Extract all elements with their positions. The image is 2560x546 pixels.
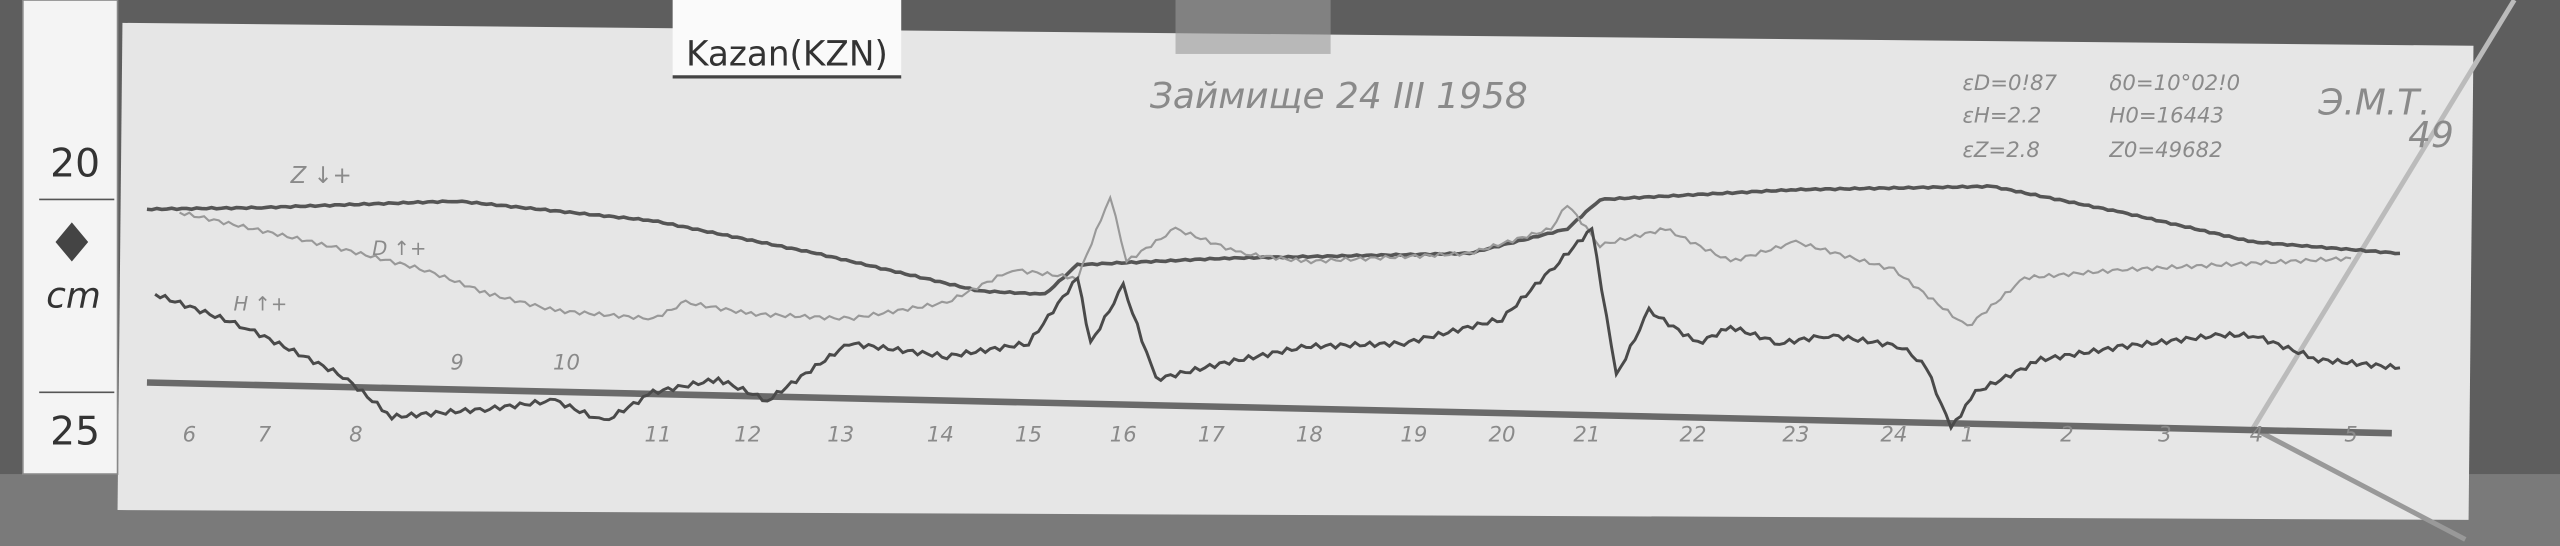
- record-title: Займище 24 III 1958: [1150, 76, 1528, 117]
- time-baseline: [146, 379, 2392, 437]
- hour-tick-label: 10: [553, 350, 580, 375]
- glass-edge: [2250, 0, 2517, 430]
- hour-tick-label: 5: [2344, 422, 2358, 447]
- hour-tick-label: 22: [1680, 422, 1707, 447]
- hour-tick-label: 18: [1296, 422, 1323, 447]
- station-label-card: [672, 0, 902, 77]
- tape: [1175, 0, 1331, 54]
- hour-tick-label: 3: [2158, 422, 2172, 447]
- scale-h: εH=2.2: [1962, 104, 2041, 129]
- base-h: H0=16443: [2109, 104, 2224, 129]
- trace-z: [146, 184, 2401, 296]
- observer-mark: Э.М.Т.: [2317, 82, 2430, 123]
- hour-tick-label: 23: [1782, 422, 1809, 447]
- scale-values: εD=0!87 εH=2.2 εZ=2.8 δ0=10°02!0 H0=1644…: [1962, 71, 2240, 163]
- trace-label-z: Z ↓+: [290, 163, 352, 189]
- hour-tick-label: 15: [1015, 422, 1042, 447]
- glass-edge-lower: [2251, 426, 2467, 542]
- ruler-logo-icon: [55, 222, 89, 262]
- hour-tick-label: 11: [644, 422, 671, 447]
- station-label: Kazan(KZN): [686, 34, 888, 74]
- hour-tick-label: 24: [1880, 422, 1907, 447]
- hour-tick-label: 1: [1961, 422, 1975, 447]
- scale-z: εZ=2.8: [1962, 138, 2039, 163]
- hour-tick-label: 7: [258, 422, 272, 447]
- hour-tick-label: 20: [1489, 422, 1516, 447]
- base-d: δ0=10°02!0: [2109, 71, 2240, 96]
- hour-tick-label: 9: [450, 350, 464, 375]
- hour-tick-label: 16: [1110, 422, 1137, 447]
- trace-d: [179, 194, 2352, 327]
- hour-tick-label: 8: [349, 422, 363, 447]
- hour-tick-label: 17: [1198, 422, 1225, 447]
- trace-label-d: D ↑+: [372, 237, 426, 260]
- hour-tick-label: 14: [927, 422, 954, 447]
- ruler-top: 20: [50, 142, 100, 187]
- hour-tick-label: 13: [827, 422, 854, 447]
- hour-tick-label: 21: [1573, 422, 1600, 447]
- base-z: Z0=49682: [2108, 138, 2222, 163]
- ruler-bottom: 25: [50, 410, 100, 455]
- trace-h: [154, 226, 2401, 432]
- hour-tick-label: 2: [2060, 422, 2074, 447]
- hour-tick-label: 6: [183, 422, 197, 447]
- sheet-number: 49: [2408, 115, 2454, 156]
- hour-tick-label: 19: [1400, 422, 1427, 447]
- hour-tick-label: 12: [734, 422, 761, 447]
- scale-d: εD=0!87: [1962, 71, 2057, 96]
- ruler-unit: cm: [46, 275, 101, 316]
- hour-tick-label: 4: [2250, 422, 2264, 447]
- trace-label-h: H ↑+: [233, 293, 287, 316]
